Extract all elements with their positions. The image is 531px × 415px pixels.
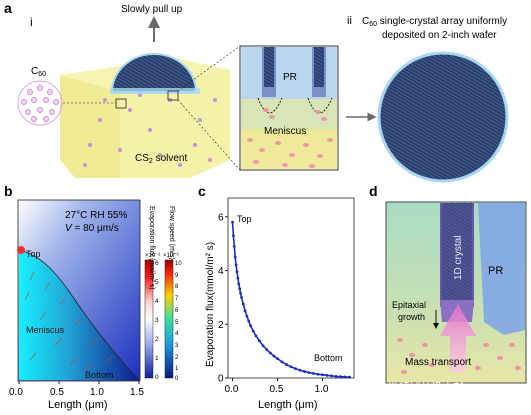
panel-a-sub-i: i	[30, 15, 33, 29]
d-mass-transport-arrow	[440, 304, 476, 372]
chart-label-bottom: Bottom	[314, 353, 343, 363]
cbar2-tick-8: 2	[175, 355, 179, 361]
panel-a: a i Slowly pull up	[4, 0, 509, 183]
hotspot-top	[17, 246, 25, 254]
panel-d: d 1D crystal PR Epitaxial growth Mass tr…	[369, 183, 527, 384]
d-mass-transport-label: Mass transport	[405, 357, 471, 368]
cbar1-tick-3: 3	[155, 317, 159, 324]
panel-b-letter: b	[4, 183, 13, 199]
pull-up-caption: Slowly pull up	[121, 4, 183, 15]
b-xtick-2: 1.0	[90, 387, 104, 398]
d-epitaxial-line1: Epitaxial	[392, 300, 426, 310]
cbar1-tick-1: 5	[155, 279, 159, 286]
chart-ytick-label: 6	[218, 212, 224, 223]
chart-series-line	[231, 222, 350, 378]
cbar1-scale: ×10⁻³	[145, 253, 160, 259]
c60-molecule-icon	[17, 80, 63, 126]
cbar2-tick-0: 10	[175, 261, 182, 267]
wafer-caption-line2: deposited on 2-inch wafer	[382, 30, 497, 41]
condition-line2: V = 80 μm/s	[65, 223, 119, 234]
cbar2-title: Flow speed (m/s)	[168, 206, 175, 260]
chart-series	[231, 220, 351, 379]
wafer-caption-line1: C60 single-crystal array uniformly	[362, 16, 507, 28]
cbar2-tick-9: 1	[175, 366, 179, 372]
label-bottom-b: Bottom	[85, 370, 114, 380]
chart-ytick-label: 0	[218, 374, 224, 385]
c60-label: C60	[31, 66, 46, 78]
label-top-b: Top	[26, 249, 41, 259]
d-crystal	[440, 203, 474, 322]
b-xtick-0: 0.0	[9, 387, 23, 398]
cbar1-tick-2: 4	[155, 298, 159, 305]
cbar1-ticks: 6 5 4 3 2 1 0	[155, 260, 159, 381]
cbar1-title: Evaporation flux (mol/m² s)	[148, 206, 155, 290]
chart-xtick-label: 1.0	[315, 384, 329, 395]
cbar1-tick-0: 6	[155, 260, 159, 267]
panel-b: b 27°C RH 55% V = 80 μm/s Top Meniscus B…	[4, 183, 182, 411]
cbar1-tick-6: 0	[155, 374, 159, 381]
cbar2-tick-3: 7	[175, 296, 179, 302]
chart-xtick-label: 0.0	[225, 384, 239, 395]
cbar2-tick-1: 9	[175, 273, 179, 279]
meniscus-region	[19, 250, 139, 380]
cbar2-tick-6: 4	[175, 331, 179, 337]
cbar2-ticks: 10 9 8 7 6 5 4 3 2 1 0	[175, 261, 182, 382]
chart-xtick-label: 0.5	[270, 384, 284, 395]
meniscus-inset: PR Meniscus	[239, 45, 339, 171]
solvent-label: CS2 solvent	[135, 153, 187, 165]
full-wafer	[377, 51, 509, 183]
cbar2-tick-7: 3	[175, 343, 179, 349]
panel-c-letter: c	[198, 183, 206, 199]
label-meniscus-b: Meniscus	[26, 325, 65, 335]
b-xtick-1: 0.5	[50, 387, 64, 398]
chart-ylabel: Evaporation flux(mmol/m² s)	[205, 242, 216, 367]
zoom-box-2	[167, 90, 179, 101]
colorbar-flux	[144, 259, 154, 379]
chart-plot-frame	[227, 197, 355, 379]
cbar2-tick-10: 0	[175, 376, 179, 382]
inset-pr-label: PR	[283, 72, 297, 83]
cbar2-tick-2: 8	[175, 284, 179, 290]
b-xtick-3: 1.5	[130, 387, 144, 398]
chart-ytick-label: 4	[218, 266, 224, 277]
panel-c: c 0.0 0.5 1.0 0 2 4 6 Evaporation flux(mmol/m²…	[198, 183, 355, 411]
d-pr-label: PR	[488, 265, 503, 277]
chart-xlabel: Length (μm)	[258, 399, 318, 411]
chart-ticks: 0.0 0.5 1.0 0 2 4 6	[218, 212, 329, 395]
chart-label-top: Top	[237, 214, 252, 224]
d-crystal-label: 1D crystal	[453, 236, 464, 280]
condition-line1: 27°C RH 55%	[65, 210, 127, 221]
panel-a-sub-ii: ii	[347, 15, 352, 27]
zoom-box-1	[115, 98, 127, 109]
wafer-half	[110, 53, 200, 94]
cbar1-tick-5: 1	[155, 355, 159, 362]
d-epitaxial-line2: growth	[398, 312, 425, 322]
chart-ytick-label: 2	[218, 320, 224, 331]
cbar2-scale: ×10⁻⁶	[163, 252, 179, 259]
d-molecules	[397, 338, 521, 374]
b-x-axis: 0.0 0.5 1.0 1.5	[9, 381, 144, 398]
panel-d-letter: d	[369, 183, 378, 199]
cbar2-tick-5: 5	[175, 320, 179, 326]
flow-arrows	[24, 271, 114, 371]
cbar1-tick-4: 2	[155, 336, 159, 343]
cbar2-tick-4: 6	[175, 308, 179, 314]
solvent-molecules	[83, 93, 217, 167]
d-pr-block	[478, 203, 525, 335]
panel-a-letter: a	[4, 0, 12, 16]
colorbar-flow	[164, 259, 174, 379]
watermark: 知乎 @化学领域前沿文献	[340, 380, 464, 394]
inset-meniscus-label: Meniscus	[264, 126, 306, 137]
b-xlabel: Length (μm)	[48, 399, 108, 411]
